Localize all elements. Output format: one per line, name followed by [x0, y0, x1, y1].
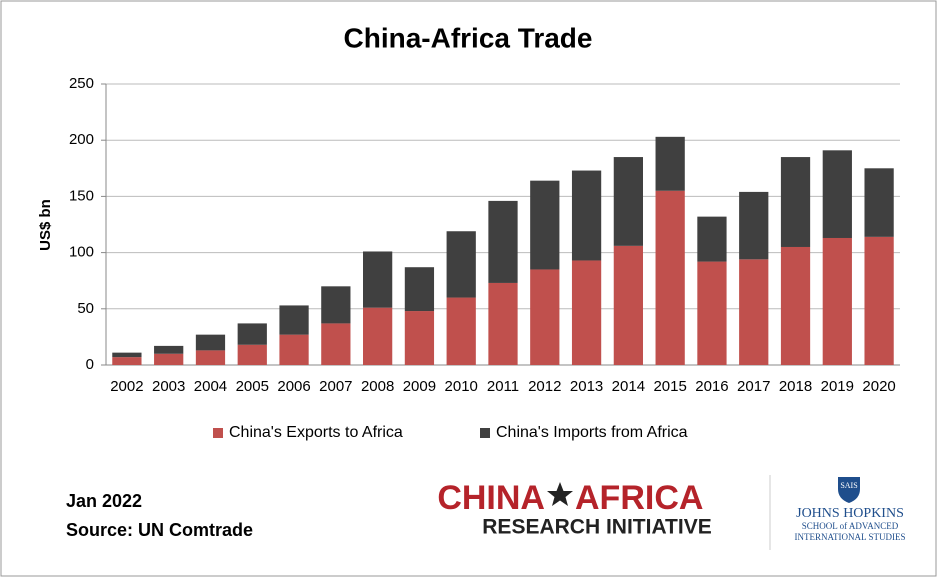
bar-segment	[530, 180, 560, 270]
x-tick-label: 2020	[862, 378, 895, 395]
x-tick-label: 2003	[152, 378, 185, 395]
bar-segment	[613, 157, 643, 246]
bar-segment	[279, 334, 309, 365]
bar-segment	[655, 136, 685, 191]
legend-swatch	[213, 428, 223, 438]
legend-swatch	[480, 428, 490, 438]
x-tick-label: 2004	[194, 378, 227, 395]
x-tick-label: 2005	[236, 378, 269, 395]
x-tick-label: 2013	[570, 378, 603, 395]
y-tick-label: 200	[69, 131, 94, 148]
bar-segment	[864, 236, 894, 365]
logo-text: INTERNATIONAL STUDIES	[795, 532, 906, 542]
bar-segment	[488, 200, 518, 283]
bar-segment	[279, 305, 309, 335]
legend-label: China's Exports to Africa	[229, 424, 403, 441]
y-axis-label: US$ bn	[37, 199, 54, 251]
bar-segment	[363, 251, 393, 308]
bar-segment	[739, 259, 769, 365]
bar-segment	[822, 237, 852, 365]
shield	[838, 477, 860, 503]
bar-segment	[655, 190, 685, 365]
footer-source: Source: UN Comtrade	[66, 520, 253, 540]
x-tick-label: 2016	[695, 378, 728, 395]
logo-text: SAIS	[840, 481, 857, 490]
bar-segment	[697, 216, 727, 262]
logo-text: JOHNS HOPKINS	[796, 506, 904, 521]
bar-segment	[195, 334, 226, 351]
y-tick-label: 150	[69, 187, 94, 204]
logo-text: RESEARCH INITIATIVE	[482, 516, 711, 539]
bar-segment	[446, 297, 476, 365]
bar-segment	[112, 352, 142, 358]
bar-segment	[404, 311, 435, 365]
bar-segment	[571, 170, 602, 261]
y-tick-label: 250	[69, 75, 94, 92]
chart-title: China-Africa Trade	[344, 22, 593, 53]
x-tick-label: 2008	[361, 378, 394, 395]
bar-segment	[154, 345, 184, 354]
x-tick-label: 2010	[445, 378, 478, 395]
y-tick-label: 50	[77, 300, 94, 317]
bar-segment	[112, 357, 142, 365]
bar-segment	[780, 246, 811, 365]
bar-segment	[195, 350, 226, 365]
bar-segment	[780, 157, 811, 247]
bar-segment	[237, 323, 267, 345]
bar-segment	[530, 269, 560, 365]
x-tick-label: 2011	[487, 378, 519, 395]
bar-segment	[321, 286, 351, 324]
x-tick-label: 2017	[737, 378, 770, 395]
footer-date: Jan 2022	[66, 491, 142, 511]
bar-segment	[404, 267, 435, 312]
x-tick-label: 2002	[110, 378, 143, 395]
y-tick-label: 100	[69, 244, 94, 261]
x-tick-label: 2019	[821, 378, 854, 395]
logo-text: AFRICA	[575, 479, 703, 517]
bar-segment	[363, 307, 393, 365]
bar-segment	[571, 260, 602, 365]
x-tick-label: 2015	[653, 378, 686, 395]
x-tick-label: 2014	[612, 378, 645, 395]
x-tick-label: 2009	[403, 378, 436, 395]
bar-segment	[822, 150, 852, 238]
logo-text: CHINA	[437, 479, 545, 517]
x-tick-label: 2012	[528, 378, 561, 395]
y-tick-label: 0	[86, 356, 94, 373]
logo-star	[547, 482, 573, 506]
x-tick-label: 2006	[277, 378, 310, 395]
bar-segment	[697, 261, 727, 365]
bar-segment	[613, 245, 643, 365]
bar-segment	[488, 282, 518, 365]
bar-segment	[154, 353, 184, 365]
legend-label: China's Imports from Africa	[496, 424, 688, 441]
bar-segment	[864, 168, 894, 237]
bar-segment	[321, 323, 351, 365]
x-tick-label: 2018	[779, 378, 812, 395]
bar-segment	[237, 344, 267, 365]
logo-text: SCHOOL of ADVANCED	[802, 521, 899, 531]
bar-segment	[739, 191, 769, 260]
bar-segment	[446, 231, 476, 298]
x-tick-label: 2007	[319, 378, 352, 395]
